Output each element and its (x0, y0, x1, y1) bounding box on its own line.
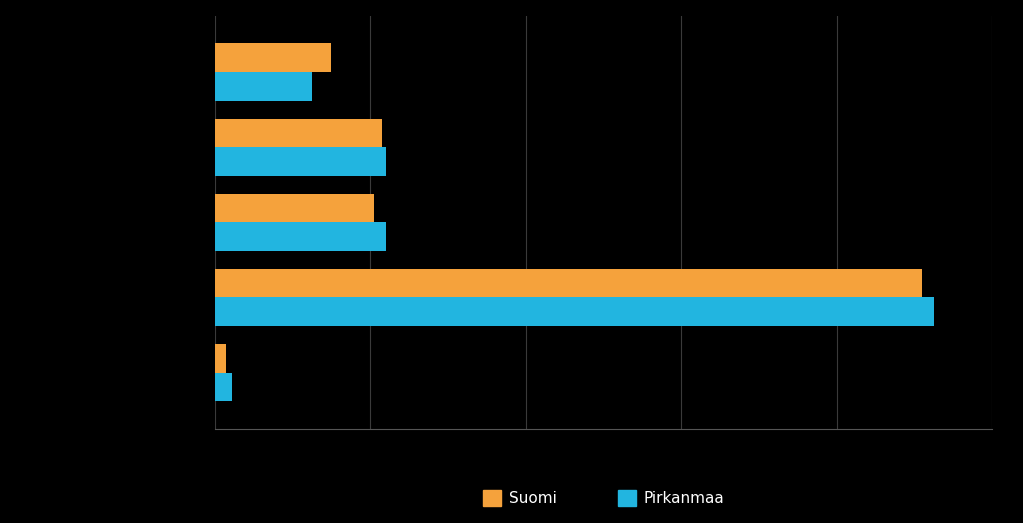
Legend: Suomi, Pirkanmaa: Suomi, Pirkanmaa (477, 484, 730, 512)
Bar (215, 269, 923, 298)
Bar (215, 194, 374, 222)
Bar (215, 43, 331, 72)
Bar (215, 147, 386, 176)
Bar (215, 344, 226, 372)
Bar (215, 72, 312, 100)
Bar (215, 119, 382, 147)
Bar (215, 222, 386, 251)
Bar (215, 298, 934, 326)
Bar (215, 372, 232, 401)
